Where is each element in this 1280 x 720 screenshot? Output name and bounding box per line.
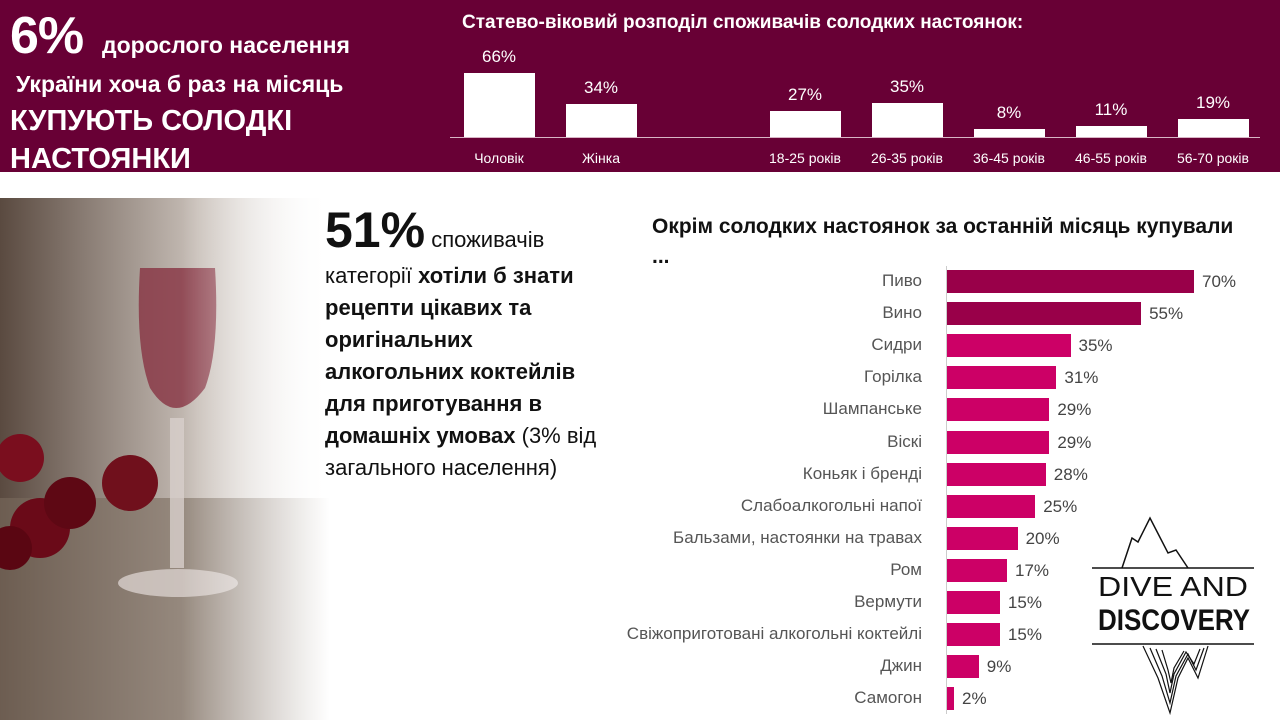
drink-category-label: Віскі — [887, 431, 922, 451]
drink-bar — [947, 623, 1000, 647]
drink-value-label: 28% — [1053, 464, 1088, 484]
drink-value-label: 25% — [1043, 496, 1078, 516]
drink-value-label: 35% — [1078, 336, 1113, 356]
recipe-stat: 51% споживачів категорії хотіли б знати … — [325, 200, 615, 484]
stat-text-bold: хотіли б знати рецепти цікавих та оригін… — [325, 263, 576, 448]
drink-value-label: 55% — [1149, 304, 1184, 324]
stat-text: споживачів категорії — [325, 227, 545, 288]
drink-value-label: 20% — [1025, 528, 1060, 548]
drink-bar — [947, 302, 1142, 326]
demographics-bar — [974, 129, 1045, 137]
drink-bar — [947, 270, 1194, 293]
drink-category-label: Горілка — [864, 367, 922, 387]
demographics-value-label: 35% — [889, 77, 925, 97]
drink-value-label: 2% — [962, 689, 987, 709]
header-banner: 6% дорослого населення України хоча б ра… — [0, 0, 1280, 175]
demographics-chart-title: Статево-віковий розподіл споживачів соло… — [462, 12, 1024, 33]
svg-text:DISCOVERY: DISCOVERY — [1098, 604, 1250, 637]
glass-cherries-photo — [0, 198, 330, 720]
drink-category-label: Вино — [882, 303, 922, 323]
drink-bar — [947, 462, 1046, 486]
drink-value-label: 31% — [1064, 368, 1099, 388]
svg-text:DIVE AND: DIVE AND — [1098, 571, 1248, 602]
other-drinks-chart-title: Окрім солодких настоянок за останній міс… — [652, 215, 1234, 268]
demographics-value-label: 27% — [787, 84, 823, 104]
drink-value-label: 29% — [1057, 432, 1092, 452]
headline-line1: дорослого населення — [102, 32, 350, 58]
drink-value-label: 70% — [1202, 272, 1237, 291]
demographics-bar — [1178, 118, 1249, 137]
drink-value-label: 29% — [1057, 400, 1092, 420]
drink-category-label: Коньяк і бренді — [802, 463, 922, 483]
other-drinks-axis — [946, 266, 947, 714]
demographics-bar — [770, 110, 841, 137]
drink-bar — [947, 366, 1057, 390]
demographics-category-label: Жінка — [582, 150, 620, 166]
demographics-value-label: 34% — [583, 78, 619, 98]
drink-bar — [947, 526, 1018, 550]
drink-bar — [947, 334, 1071, 358]
headline-percent: 6% — [10, 7, 84, 65]
drink-value-label: 15% — [1007, 625, 1042, 645]
stat-text-note: (3% від загального населення) — [325, 423, 597, 480]
demographics-category-label: 46-55 років — [1075, 150, 1147, 166]
stat-number: 51% — [325, 202, 426, 258]
demographics-bar — [872, 103, 943, 137]
demographics-category-label: 26-35 років — [871, 150, 943, 166]
demographics-category-label: Чоловік — [474, 150, 524, 166]
demographics-category-label: 18-25 років — [769, 150, 841, 166]
demographics-value-label: 11% — [1094, 100, 1128, 120]
demographics-value-label: 66% — [481, 47, 517, 66]
drink-bar — [947, 591, 1000, 614]
demographics-bar — [1076, 126, 1147, 137]
drink-category-label: Свіжоприготовані алкогольні коктейлі — [626, 624, 922, 644]
demographics-value-label: 19% — [1195, 92, 1231, 112]
demographics-category-label: 36-45 років — [973, 150, 1045, 166]
drink-category-label: Бальзами, настоянки на травах — [673, 527, 922, 547]
drink-category-label: Вермути — [854, 592, 922, 611]
drink-value-label: 9% — [986, 657, 1012, 677]
drink-category-label: Ром — [890, 559, 922, 579]
drink-bar — [947, 655, 979, 679]
demographics-bar — [464, 73, 535, 137]
demographics-value-label: 8% — [996, 103, 1022, 123]
drink-category-label: Шампанське — [822, 399, 922, 419]
drink-category-label: Пиво — [881, 271, 922, 290]
drink-category-label: Слабоалкогольні напої — [740, 495, 922, 515]
drink-category-label: Самогон — [854, 688, 922, 708]
headline-line3: КУПУЮТЬ СОЛОДКІ НАСТОЯНКИ — [10, 105, 293, 175]
demographics-bar — [566, 104, 637, 137]
demographics-axis — [450, 137, 1260, 138]
drink-category-label: Сидри — [871, 335, 922, 355]
drink-bar — [947, 558, 1007, 582]
headline-line2: України хоча б раз на місяць — [16, 71, 344, 97]
drink-value-label: 15% — [1007, 593, 1042, 612]
drink-bar — [947, 430, 1050, 454]
dive-and-discovery-logo: DIVE AND DISCOVERY — [1092, 516, 1254, 716]
drink-bar — [947, 494, 1036, 518]
demographics-category-label: 56-70 років — [1177, 150, 1249, 166]
drink-bar — [947, 687, 955, 711]
drink-bar — [947, 398, 1050, 422]
drink-value-label: 17% — [1014, 560, 1050, 580]
drink-category-label: Джин — [880, 656, 922, 676]
